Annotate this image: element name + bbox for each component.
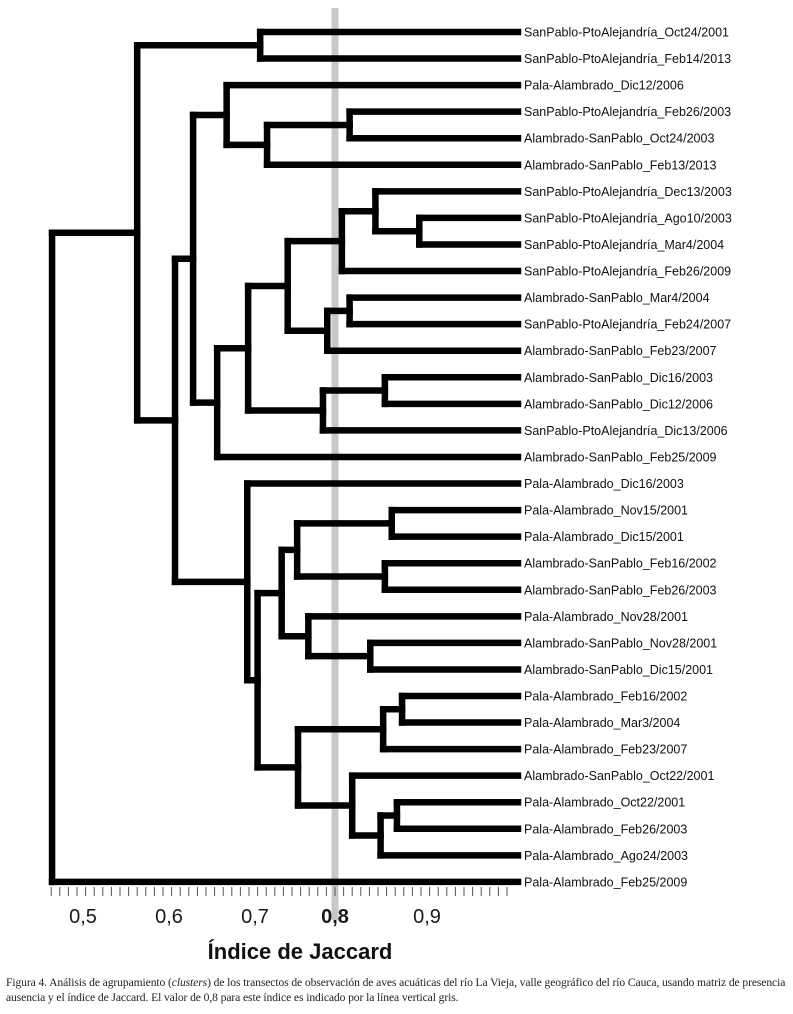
leaf-label: SanPablo-PtoAlejandría_Oct24/2001	[524, 26, 729, 40]
leaf-label: SanPablo-PtoAlejandría_Feb24/2007	[524, 318, 731, 332]
caption-text-part1: Análisis de agrupamiento (	[46, 976, 172, 989]
leaf-label: SanPablo-PtoAlejandría_Dic13/2006	[524, 424, 728, 438]
leaf-label: Alambrado-SanPablo_Dic12/2006	[524, 397, 713, 411]
leaf-label: Pala-Alambrado_Nov28/2001	[524, 610, 688, 624]
x-axis-title: Índice de Jaccard	[208, 939, 393, 964]
leaf-label: Alambrado-SanPablo_Feb13/2013	[524, 158, 717, 172]
x-tick-label: 0,7	[241, 906, 269, 928]
leaf-label: SanPablo-PtoAlejandría_Mar4/2004	[524, 238, 724, 252]
leaf-label: Alambrado-SanPablo_Feb23/2007	[524, 344, 717, 358]
leaf-label: Pala-Alambrado_Dic15/2001	[524, 530, 684, 544]
leaf-label: SanPablo-PtoAlejandría_Dec13/2003	[524, 185, 732, 199]
leaf-label: Alambrado-SanPablo_Dic16/2003	[524, 371, 713, 385]
leaf-label: Alambrado-SanPablo_Nov28/2001	[524, 636, 717, 650]
leaf-label: Pala-Alambrado_Oct22/2001	[524, 796, 685, 810]
reference-line-layer	[331, 8, 339, 920]
leaf-labels: SanPablo-PtoAlejandría_Oct24/2001 SanPabl…	[524, 26, 732, 890]
caption-text-part2: ) de los transectos de observación de av…	[6, 976, 786, 1004]
leaf-label: Pala-Alambrado_Nov15/2001	[524, 504, 688, 518]
leaf-label: Pala-Alambrado_Feb26/2003	[524, 822, 687, 836]
leaf-label: Alambrado-SanPablo_Feb26/2003	[524, 583, 717, 597]
x-tick-label: 0,6	[155, 906, 183, 928]
x-tick-label: 0,8	[321, 906, 349, 928]
reference-line-0-8	[331, 8, 339, 920]
caption-italic-term: clusters	[171, 976, 208, 989]
leaf-label: Pala-Alambrado_Dic16/2003	[524, 477, 684, 491]
leaf-label: Pala-Alambrado_Feb25/2009	[524, 875, 687, 889]
leaf-label: Pala-Alambrado_Mar3/2004	[524, 716, 680, 730]
leaf-label: Alambrado-SanPablo_Feb25/2009	[524, 450, 717, 464]
leaf-label: Pala-Alambrado_Feb16/2002	[524, 690, 687, 704]
x-axis: 0,5 0,6 0,7 0,8 0,9	[50, 887, 508, 928]
caption-figure-label: Figura 4.	[6, 976, 47, 989]
leaf-label: Alambrado-SanPablo_Mar4/2004	[524, 291, 710, 305]
leaf-label: Pala-Alambrado_Ago24/2003	[524, 849, 688, 863]
leaf-label: SanPablo-PtoAlejandría_Ago10/2003	[524, 211, 732, 225]
leaf-label: SanPablo-PtoAlejandría_Feb26/2009	[524, 265, 731, 279]
x-tick-label: 0,9	[413, 906, 441, 928]
x-tick-label: 0,5	[69, 906, 97, 928]
leaf-label: Alambrado-SanPablo_Oct22/2001	[524, 769, 714, 783]
leaf-label: Alambrado-SanPablo_Oct24/2003	[524, 132, 714, 146]
dendrogram-branches	[48, 28, 522, 886]
dendrogram-chart: SanPablo-PtoAlejandría_Oct24/2001 SanPabl…	[48, 8, 732, 964]
leaf-label: Pala-Alambrado_Feb23/2007	[524, 743, 687, 757]
leaf-label: Alambrado-SanPablo_Dic15/2001	[524, 663, 713, 677]
leaf-label: SanPablo-PtoAlejandría_Feb14/2013	[524, 52, 731, 66]
leaf-label: SanPablo-PtoAlejandría_Feb26/2003	[524, 105, 731, 119]
leaf-label: Alambrado-SanPablo_Feb16/2002	[524, 557, 717, 571]
leaf-label: Pala-Alambrado_Dic12/2006	[524, 79, 684, 93]
figure-caption: Figura 4. Análisis de agrupamiento (clus…	[6, 975, 791, 1005]
